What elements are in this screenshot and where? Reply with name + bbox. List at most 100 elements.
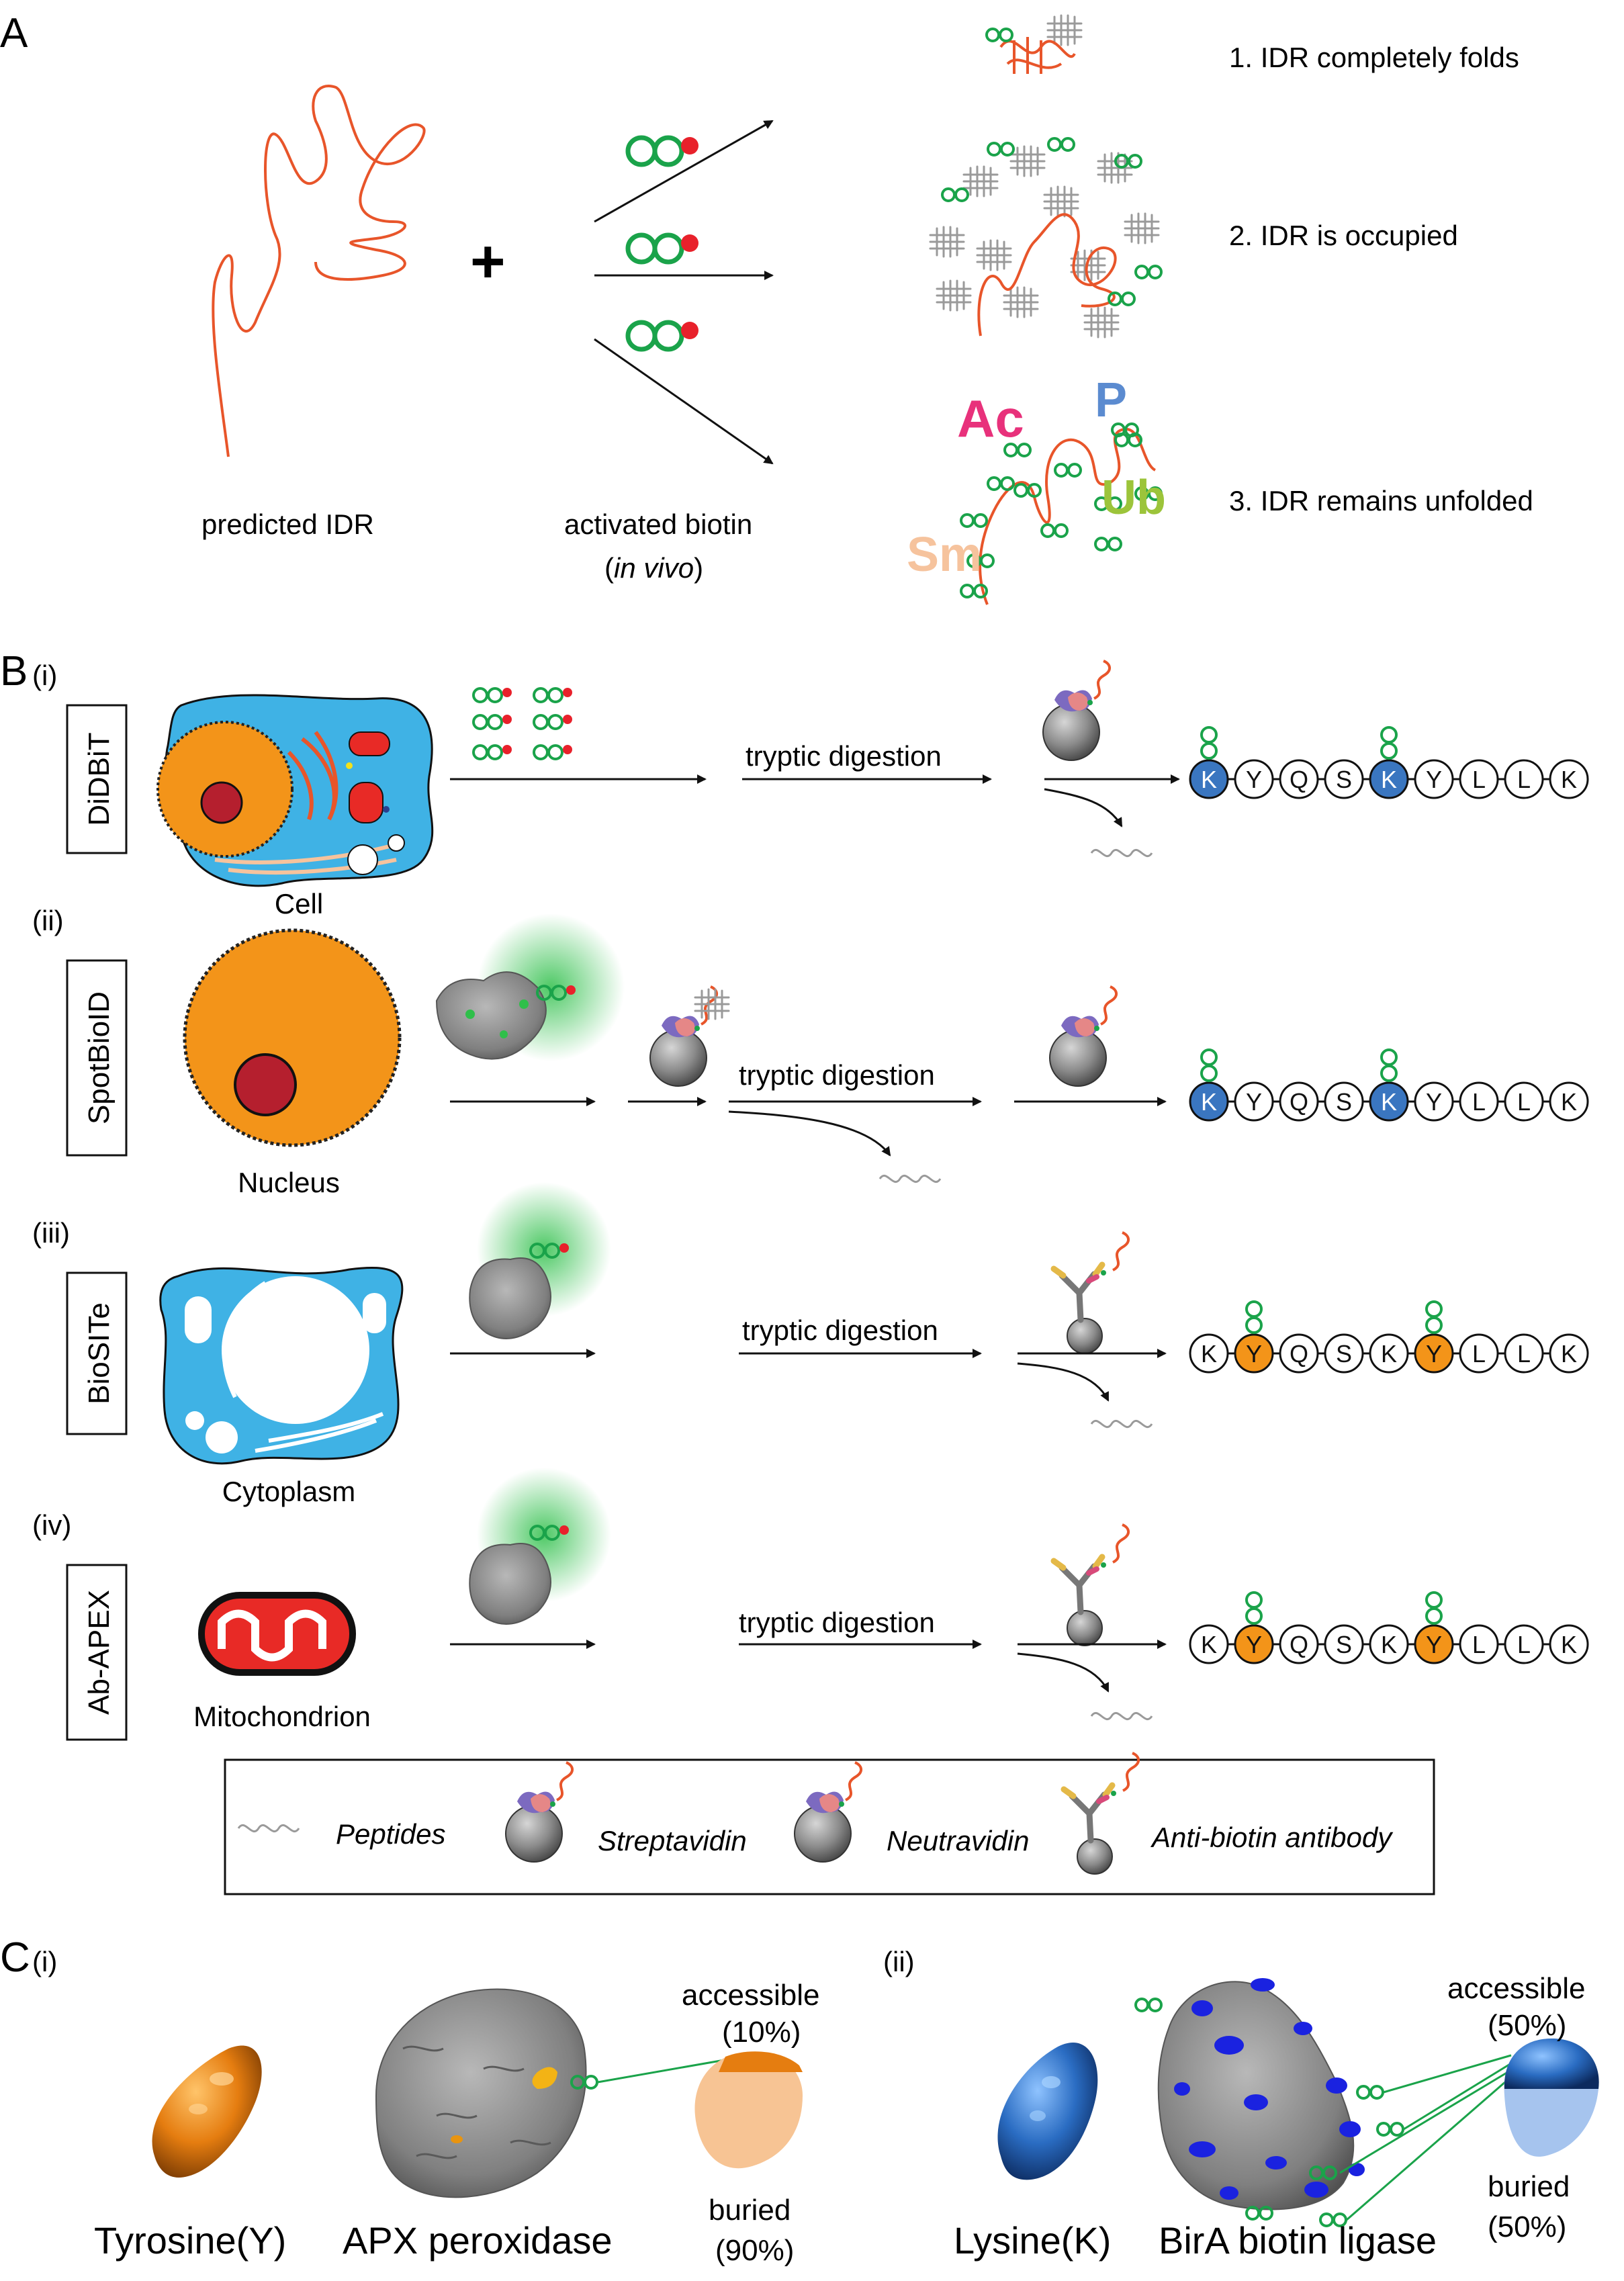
residue-letter: L bbox=[1517, 1088, 1531, 1116]
residue-L bbox=[1504, 1624, 1544, 1664]
activated-biotin-arrows bbox=[594, 120, 774, 465]
tyrosine-accessibility-icon bbox=[694, 2051, 803, 2169]
anti-biotin-antibody-legend-icon bbox=[1064, 1753, 1138, 1874]
method-label-biosite: BioSITe bbox=[66, 1271, 128, 1435]
residue-L bbox=[1459, 1624, 1499, 1664]
row-3-step-label: tryptic digestion bbox=[742, 1314, 938, 1346]
peptides-legend-icon bbox=[237, 1824, 300, 1833]
row-3-enzyme-glow bbox=[469, 1182, 611, 1339]
residue-letter: K bbox=[1201, 1631, 1217, 1658]
residue-letter: L bbox=[1472, 1088, 1486, 1116]
ptm-ub: Ub bbox=[1101, 471, 1166, 525]
tyrosine-surface-icon bbox=[152, 2045, 262, 2178]
residue-Y bbox=[1234, 1333, 1274, 1374]
biotinylated-peptides: K Y Q S K Y L L KK Y Q S K Y L L KK Y Q S K Y L L KK Y Q S K Y L L K bbox=[1189, 726, 1589, 1664]
panel-c-sub-i: (i) bbox=[32, 1946, 57, 1977]
residue-letter: Y bbox=[1426, 766, 1442, 793]
outcome-3-label: 3. IDR remains unfolded bbox=[1229, 485, 1533, 517]
ptm-sm: Sm bbox=[907, 528, 982, 582]
residue-Q bbox=[1279, 1081, 1319, 1122]
residue-letter: Y bbox=[1246, 766, 1262, 793]
residue-letter: Q bbox=[1290, 766, 1308, 793]
residue-letter: K bbox=[1561, 1631, 1577, 1658]
method-label-spotbioid: SpotBioID bbox=[66, 959, 128, 1157]
residue-K bbox=[1189, 1624, 1229, 1664]
lysine-accessibility-icon bbox=[1504, 2039, 1599, 2157]
occupied-idr-illustration bbox=[929, 137, 1163, 339]
residue-letter: Q bbox=[1290, 1340, 1308, 1368]
anti-biotin-antibody-bead-icon bbox=[1054, 1233, 1128, 1353]
apx-peroxidase-structure bbox=[375, 1988, 587, 2198]
residue-letter: K bbox=[1561, 766, 1577, 793]
residue-S bbox=[1324, 1333, 1364, 1374]
row-2-step-label: tryptic digestion bbox=[739, 1059, 935, 1091]
plus-sign: + bbox=[470, 228, 506, 296]
row-2-enzyme-glow bbox=[435, 913, 625, 1061]
residue-Q bbox=[1279, 1333, 1319, 1374]
ptm-p: P bbox=[1095, 373, 1127, 427]
biotin-tag-icon bbox=[1200, 1048, 1218, 1082]
predicted-idr-label: predicted IDR bbox=[201, 508, 374, 540]
residue-letter: Y bbox=[1426, 1088, 1442, 1116]
row-4-enzyme-glow bbox=[469, 1468, 611, 1625]
residue-K bbox=[1549, 1624, 1589, 1664]
row-4-peptide-release-arrow bbox=[1017, 1652, 1110, 1693]
residue-letter: L bbox=[1472, 1340, 1486, 1368]
residue-letter: S bbox=[1336, 1631, 1352, 1658]
residue-K bbox=[1369, 759, 1409, 799]
residue-letter: L bbox=[1517, 1340, 1531, 1368]
residue-K bbox=[1549, 759, 1589, 799]
in-vivo-label: (in vivo) bbox=[604, 552, 703, 584]
reagent-legend: Peptides Streptavidin Neutravidin Anti-b… bbox=[224, 1753, 1435, 1895]
row-3-numeral: (iii) bbox=[32, 1217, 70, 1249]
residue-letter: L bbox=[1517, 1631, 1531, 1658]
neutravidin-legend-icon bbox=[793, 1761, 863, 1863]
residue-L bbox=[1459, 759, 1499, 799]
row-4-step-label: tryptic digestion bbox=[739, 1607, 935, 1638]
residue-letter: Y bbox=[1246, 1631, 1262, 1658]
residue-L bbox=[1504, 1333, 1544, 1374]
predicted-idr-strand bbox=[212, 85, 426, 457]
streptavidin-legend-icon bbox=[504, 1761, 574, 1863]
method-label-didbit: DiDBiT bbox=[66, 704, 128, 854]
lysine-surface-icon bbox=[997, 2043, 1098, 2180]
row-1-numeral: (i) bbox=[32, 660, 57, 691]
legend-anti-biotin-antibody: Anti-biotin antibody bbox=[1150, 1822, 1394, 1853]
mitochondrion-illustration bbox=[198, 1592, 356, 1676]
residue-Y bbox=[1414, 1624, 1454, 1664]
residue-L bbox=[1504, 759, 1544, 799]
residue-S bbox=[1324, 759, 1364, 799]
anti-biotin-antibody-bead-icon bbox=[1054, 1525, 1128, 1646]
neutravidin-bead-with-complex-icon bbox=[649, 985, 719, 1087]
tyrosine-label: Tyrosine(Y) bbox=[94, 2219, 286, 2262]
row-2-released-peptides bbox=[878, 1174, 942, 1183]
biotin-tag-icon bbox=[1425, 1300, 1443, 1334]
residue-letter: L bbox=[1517, 766, 1531, 793]
panel-c-label: C bbox=[0, 1934, 30, 1981]
residue-letter: L bbox=[1472, 766, 1486, 793]
nucleus-illustration bbox=[183, 928, 402, 1147]
residue-letter: S bbox=[1336, 1088, 1352, 1116]
biotin-tag-icon bbox=[1425, 1591, 1443, 1625]
folded-idr-illustration bbox=[985, 14, 1083, 74]
panel-b-label: B bbox=[0, 648, 28, 695]
lysine-accessible-connectors bbox=[1339, 2054, 1512, 2221]
streptavidin-bead-icon bbox=[1042, 660, 1112, 762]
lysine-buried-percent: (50%) bbox=[1488, 2210, 1566, 2243]
residue-K bbox=[1369, 1081, 1409, 1122]
row-2-peptide-release-arrow bbox=[728, 1110, 891, 1157]
residue-letter: Q bbox=[1290, 1088, 1308, 1116]
cytoplasm-label: Cytoplasm bbox=[222, 1476, 355, 1507]
legend-peptides: Peptides bbox=[336, 1818, 445, 1850]
residue-letter: Y bbox=[1426, 1340, 1442, 1368]
residue-Y bbox=[1234, 1081, 1274, 1122]
lysine-label: Lysine(K) bbox=[954, 2219, 1111, 2262]
svg-text:Ab-APEX: Ab-APEX bbox=[83, 1590, 116, 1715]
row-2-numeral: (ii) bbox=[32, 905, 64, 936]
tyrosine-buried-label: buried bbox=[709, 2194, 791, 2227]
activated-biotin-icon bbox=[628, 137, 698, 165]
cell-illustration bbox=[156, 694, 434, 887]
